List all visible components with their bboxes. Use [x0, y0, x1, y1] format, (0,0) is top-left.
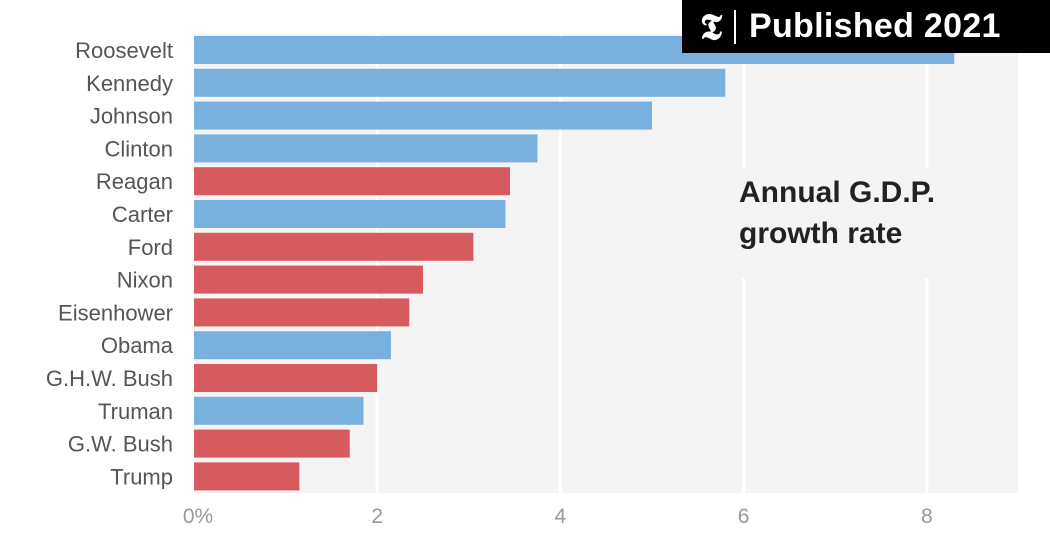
bar-kennedy	[194, 68, 726, 97]
chart-title: Annual G.D.P. growth rate	[732, 168, 952, 278]
bar-g-w-bush	[194, 429, 350, 458]
category-label-g-w-bush: G.W. Bush	[68, 432, 173, 457]
category-label-johnson: Johnson	[90, 104, 173, 129]
category-label-nixon: Nixon	[117, 268, 173, 293]
category-label-trump: Trump	[110, 464, 173, 489]
category-label-carter: Carter	[112, 202, 173, 227]
category-label-roosevelt: Roosevelt	[75, 38, 173, 63]
nyt-logo-icon: 𝕿	[699, 5, 723, 48]
title-backing	[732, 168, 952, 278]
bar-nixon	[194, 265, 423, 294]
bar-johnson	[194, 101, 652, 130]
chart-title-line-2: growth rate	[739, 217, 902, 250]
bar-obama	[194, 331, 391, 360]
x-tick-label-4: 4	[555, 505, 567, 528]
badge-divider	[734, 9, 736, 44]
category-label-truman: Truman	[98, 399, 173, 424]
bar-clinton	[194, 134, 538, 163]
bar-trump	[194, 462, 300, 491]
category-label-ford: Ford	[128, 235, 173, 260]
bar-reagan	[194, 167, 511, 196]
category-label-eisenhower: Eisenhower	[58, 300, 173, 325]
bar-g-h-w-bush	[194, 364, 378, 392]
x-tick-label-6: 6	[738, 505, 750, 528]
published-badge: 𝕿 Published 2021	[682, 0, 1050, 53]
category-label-clinton: Clinton	[105, 136, 173, 161]
x-tick-label-2: 2	[371, 505, 383, 528]
category-label-g-h-w-bush: G.H.W. Bush	[46, 366, 173, 391]
x-tick-label-0: 0%	[183, 505, 213, 528]
bars	[194, 36, 955, 491]
category-labels: Roosevelt Kennedy Johnson Clinton Reagan Cart…	[46, 38, 174, 489]
bar-truman	[194, 396, 364, 425]
bar-eisenhower	[194, 298, 410, 327]
category-label-kennedy: Kennedy	[86, 71, 173, 96]
bar-ford	[194, 232, 474, 261]
category-label-reagan: Reagan	[96, 169, 173, 194]
category-label-obama: Obama	[101, 333, 174, 358]
x-tick-labels: 0% 2 4 6 8	[183, 505, 933, 528]
chart-title-line-1: Annual G.D.P.	[739, 176, 935, 209]
published-date-label: Published 2021	[749, 7, 1001, 45]
bar-carter	[194, 200, 506, 228]
x-tick-label-8: 8	[921, 505, 933, 528]
